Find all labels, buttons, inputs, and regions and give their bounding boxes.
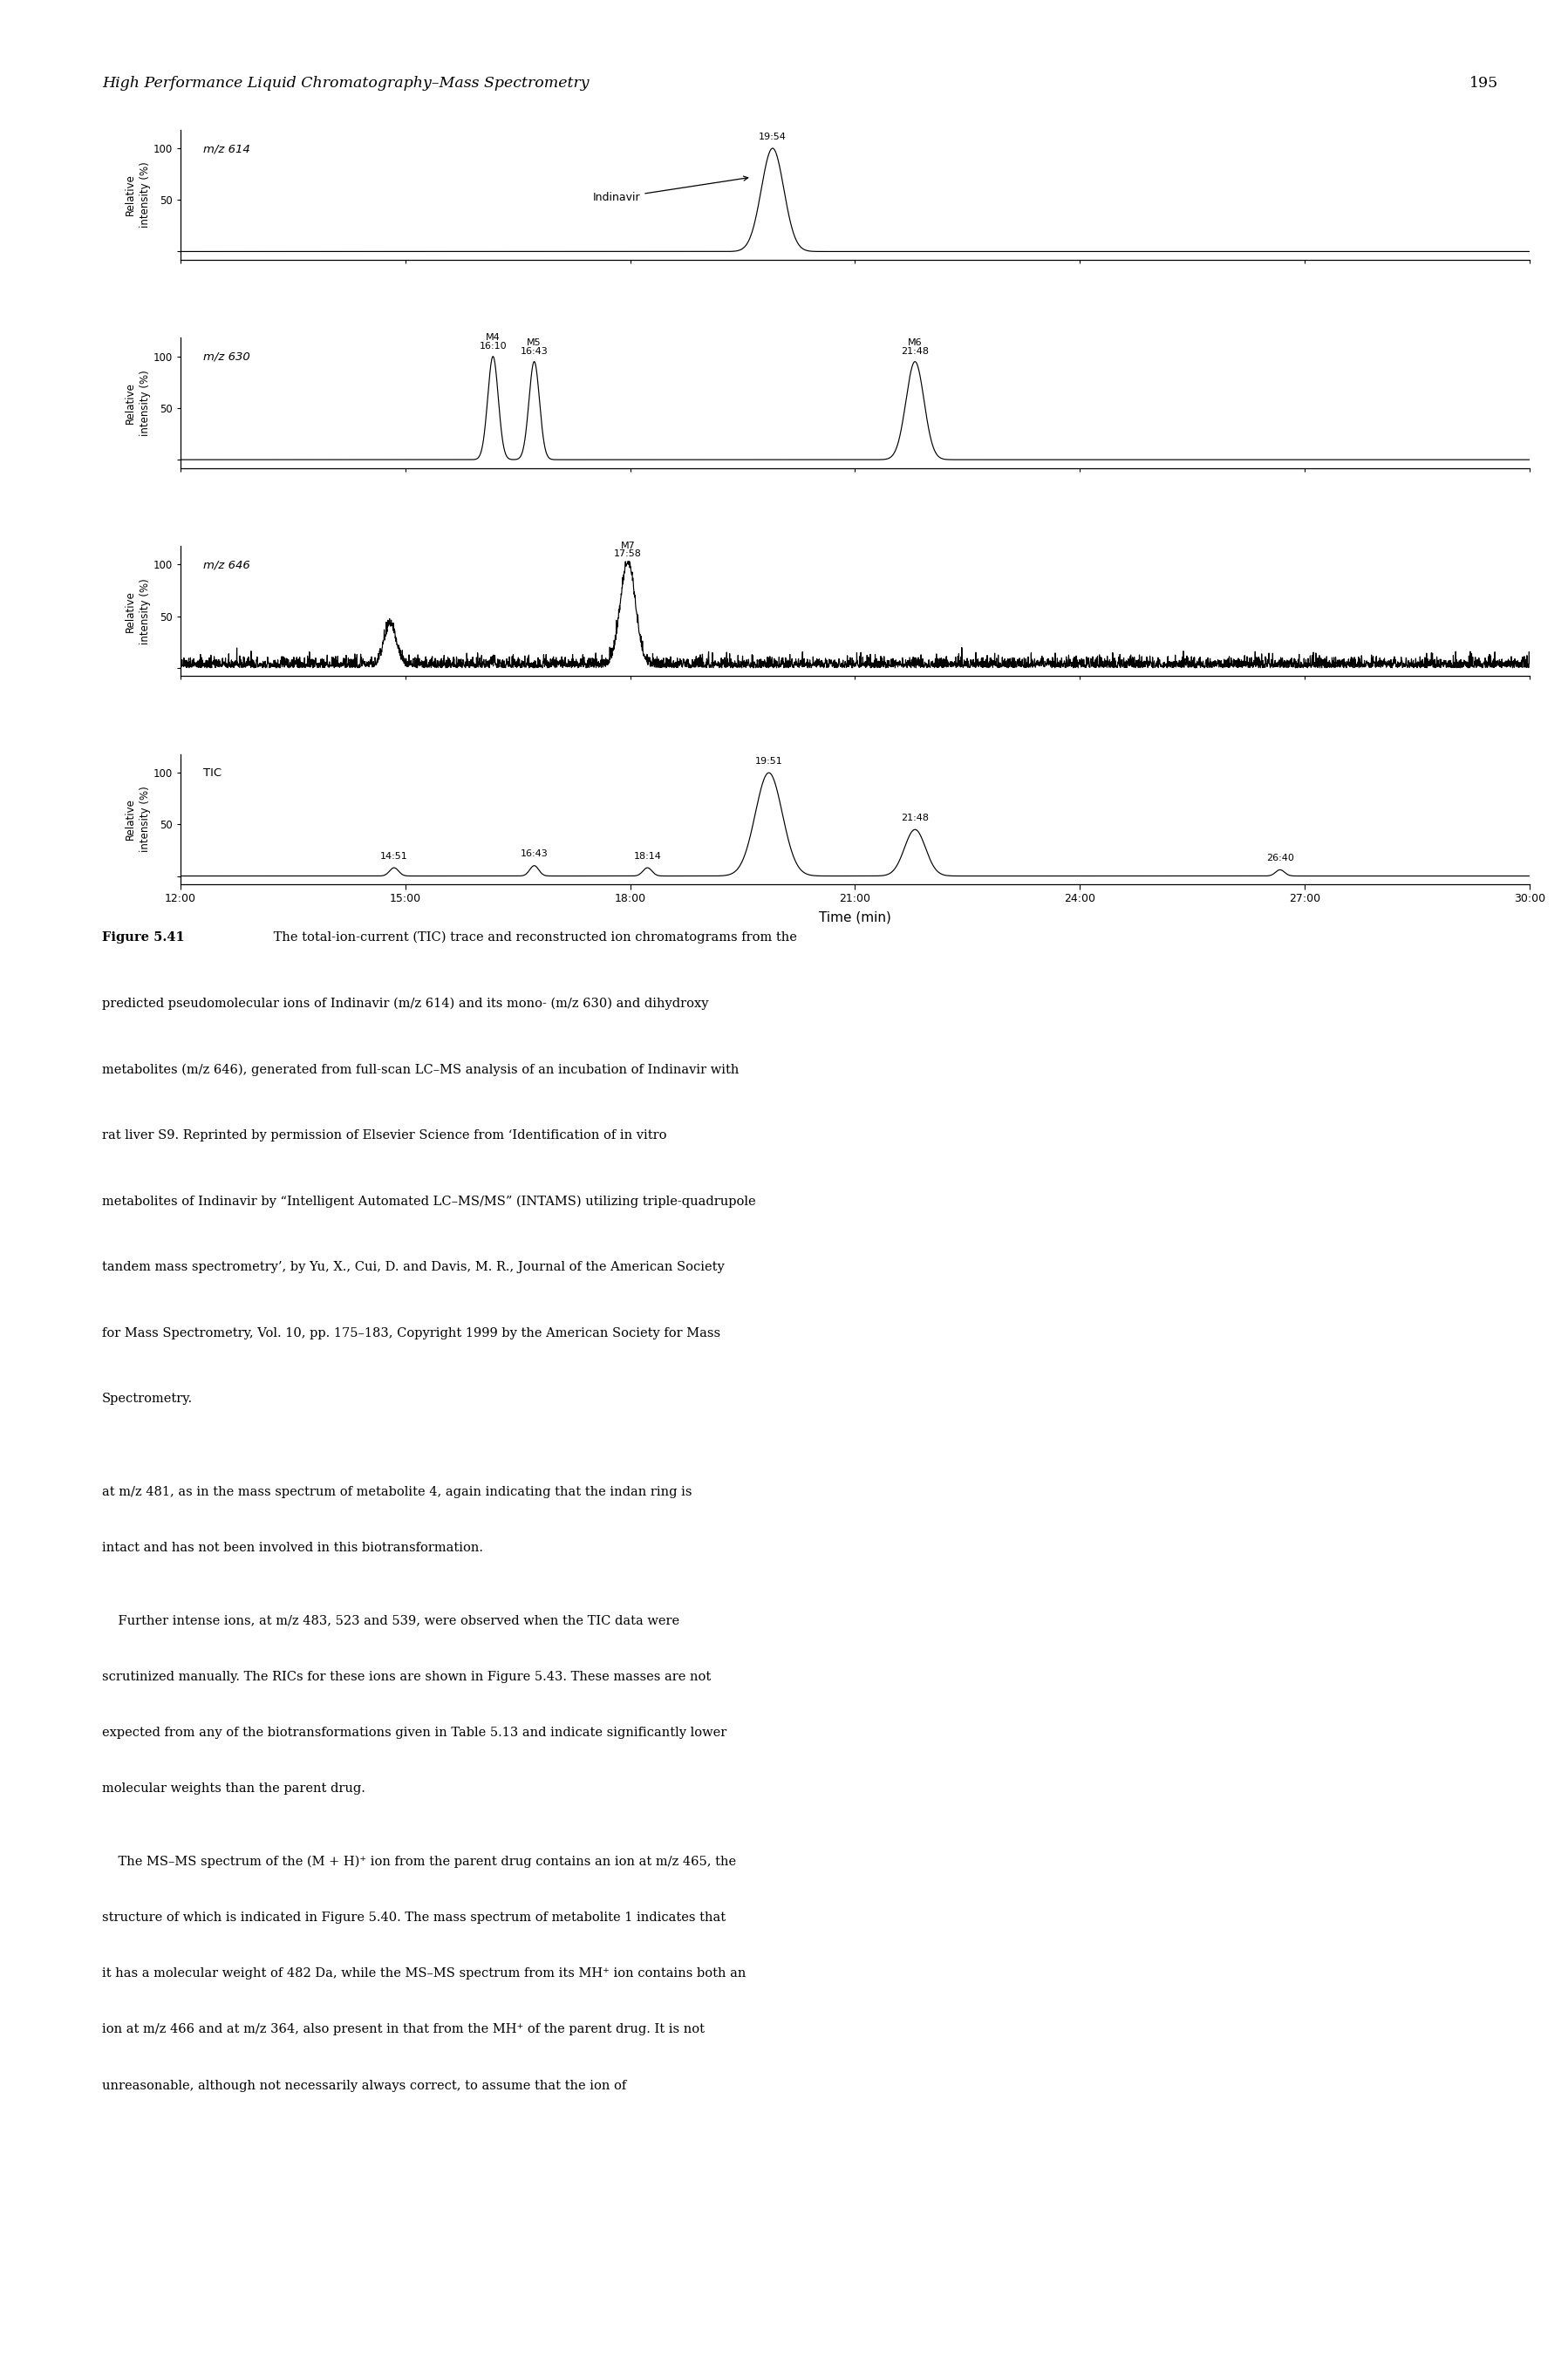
Text: scrutinized manually. The RICs for these ions are shown in Figure 5.43. These ma: scrutinized manually. The RICs for these… xyxy=(102,1669,710,1684)
Text: M7: M7 xyxy=(621,542,635,549)
Text: Figure 5.41: Figure 5.41 xyxy=(102,931,185,943)
Text: Indinavir: Indinavir xyxy=(593,177,748,203)
Text: 26:40: 26:40 xyxy=(1265,854,1294,863)
Text: Further intense ions, at m/z 483, 523 and 539, were observed when the TIC data w: Further intense ions, at m/z 483, 523 an… xyxy=(102,1615,679,1627)
Text: 21:48: 21:48 xyxy=(900,347,928,356)
Text: M6: M6 xyxy=(908,340,922,347)
Text: 18:14: 18:14 xyxy=(633,851,662,861)
Text: metabolites of Indinavir by “Intelligent Automated LC–MS/MS” (INTAMS) utilizing : metabolites of Indinavir by “Intelligent… xyxy=(102,1196,756,1207)
Text: The MS–MS spectrum of the (M + H)⁺ ion from the parent drug contains an ion at m: The MS–MS spectrum of the (M + H)⁺ ion f… xyxy=(102,1856,735,1868)
Y-axis label: Relative
intensity (%): Relative intensity (%) xyxy=(124,785,151,851)
Text: for Mass Spectrometry, Vol. 10, pp. 175–183, Copyright 1999 by the American Soci: for Mass Spectrometry, Vol. 10, pp. 175–… xyxy=(102,1328,720,1339)
Y-axis label: Relative
intensity (%): Relative intensity (%) xyxy=(124,163,151,229)
Text: intact and has not been involved in this biotransformation.: intact and has not been involved in this… xyxy=(102,1542,483,1554)
Text: 21:48: 21:48 xyxy=(900,814,928,823)
Text: 14:51: 14:51 xyxy=(379,851,408,861)
Text: unreasonable, although not necessarily always correct, to assume that the ion of: unreasonable, although not necessarily a… xyxy=(102,2080,626,2092)
Text: 19:51: 19:51 xyxy=(754,757,782,766)
Y-axis label: Relative
intensity (%): Relative intensity (%) xyxy=(124,578,151,644)
Text: 16:10: 16:10 xyxy=(478,342,506,351)
Text: 19:54: 19:54 xyxy=(759,132,786,141)
Text: molecular weights than the parent drug.: molecular weights than the parent drug. xyxy=(102,1783,365,1794)
Text: High Performance Liquid Chromatography–Mass Spectrometry: High Performance Liquid Chromatography–M… xyxy=(102,75,590,90)
Text: 16:43: 16:43 xyxy=(521,849,547,858)
Text: rat liver S9. Reprinted by permission of Elsevier Science from ‘Identification o: rat liver S9. Reprinted by permission of… xyxy=(102,1129,666,1141)
Text: The total-ion-current (TIC) trace and reconstructed ion chromatograms from the: The total-ion-current (TIC) trace and re… xyxy=(270,931,797,943)
Text: 16:43: 16:43 xyxy=(521,347,547,356)
Text: TIC: TIC xyxy=(202,769,221,778)
Text: ion at m/z 466 and at m/z 364, also present in that from the MH⁺ of the parent d: ion at m/z 466 and at m/z 364, also pres… xyxy=(102,2023,704,2035)
Text: 17:58: 17:58 xyxy=(613,549,641,559)
Y-axis label: Relative
intensity (%): Relative intensity (%) xyxy=(124,370,151,436)
Text: 195: 195 xyxy=(1469,75,1497,90)
Text: it has a molecular weight of 482 Da, while the MS–MS spectrum from its MH⁺ ion c: it has a molecular weight of 482 Da, whi… xyxy=(102,1967,745,1981)
X-axis label: Time (min): Time (min) xyxy=(818,910,891,924)
Text: metabolites (m/z 646), generated from full-scan LC–MS analysis of an incubation : metabolites (m/z 646), generated from fu… xyxy=(102,1063,739,1075)
Text: M5: M5 xyxy=(527,340,541,347)
Text: expected from any of the biotransformations given in Table 5.13 and indicate sig: expected from any of the biotransformati… xyxy=(102,1726,726,1738)
Text: structure of which is indicated in Figure 5.40. The mass spectrum of metabolite : structure of which is indicated in Figur… xyxy=(102,1912,726,1924)
Text: at m/z 481, as in the mass spectrum of metabolite 4, again indicating that the i: at m/z 481, as in the mass spectrum of m… xyxy=(102,1486,691,1497)
Text: tandem mass spectrometry’, by Yu, X., Cui, D. and Davis, M. R., Journal of the A: tandem mass spectrometry’, by Yu, X., Cu… xyxy=(102,1262,724,1273)
Text: m/z 646: m/z 646 xyxy=(202,559,249,571)
Text: Spectrometry.: Spectrometry. xyxy=(102,1394,193,1405)
Text: M4: M4 xyxy=(486,332,500,342)
Text: m/z 614: m/z 614 xyxy=(202,144,249,156)
Text: m/z 630: m/z 630 xyxy=(202,351,249,363)
Text: predicted pseudomolecular ions of Indinavir (m/z 614) and its mono- (m/z 630) an: predicted pseudomolecular ions of Indina… xyxy=(102,997,709,1009)
